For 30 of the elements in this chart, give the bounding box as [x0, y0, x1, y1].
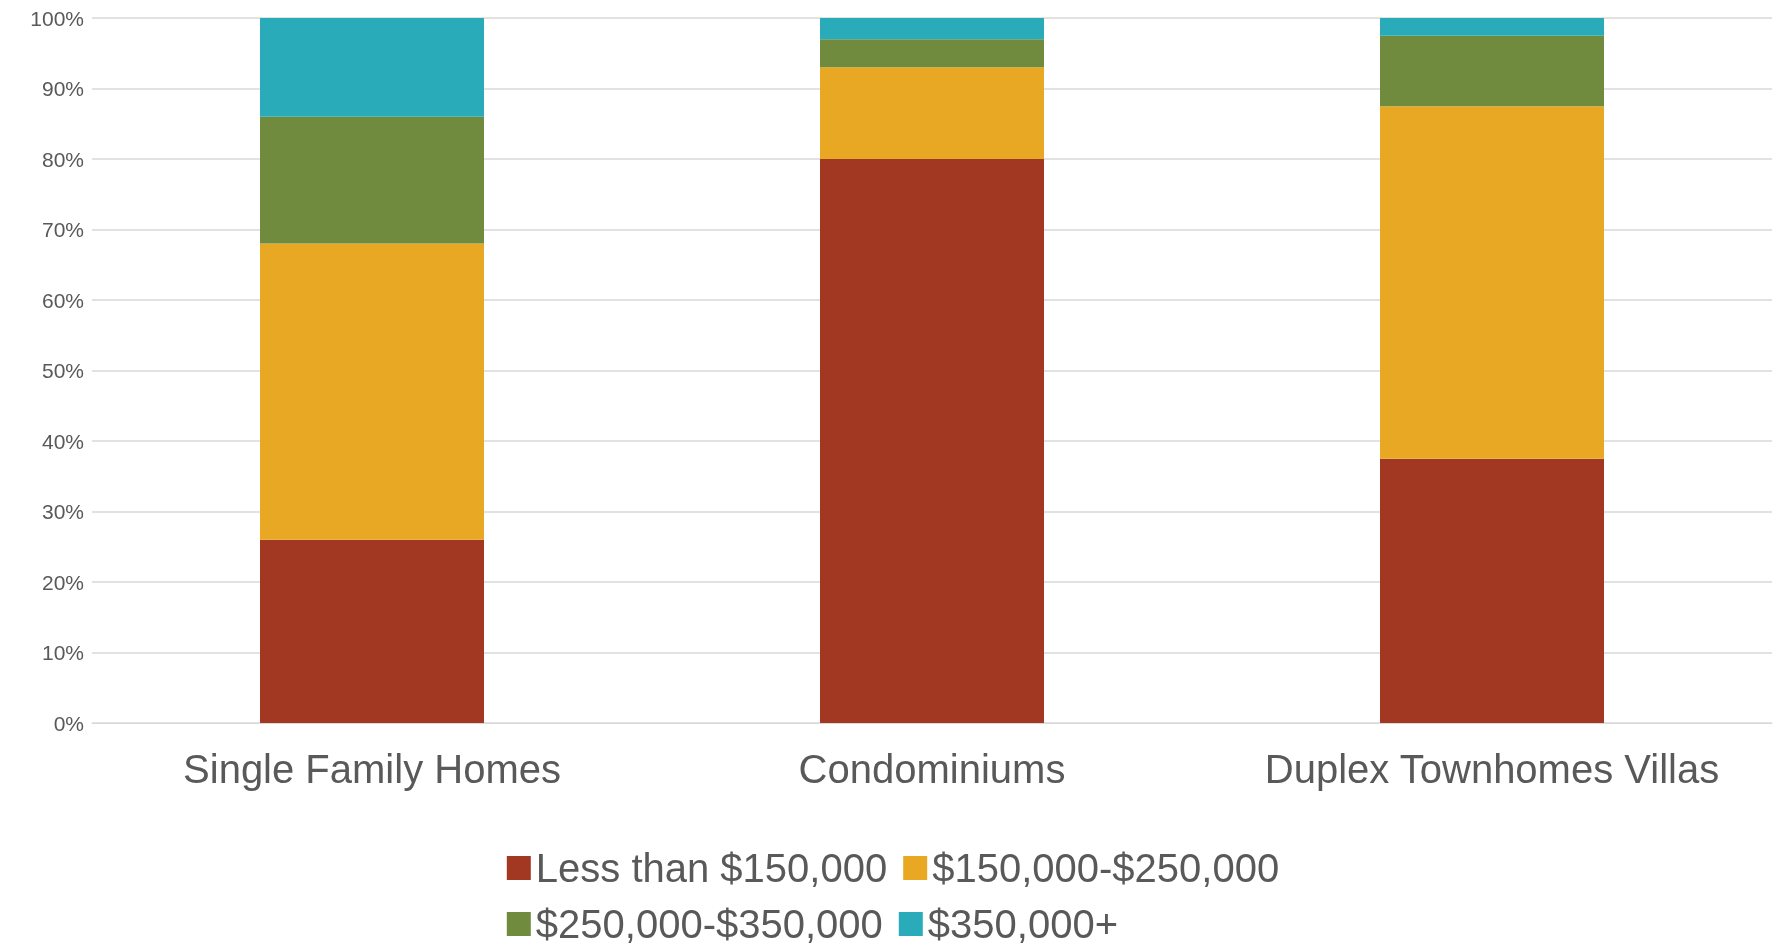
- x-tick-label: Single Family Homes: [183, 747, 561, 791]
- bar: [820, 67, 1044, 159]
- y-tick-label: 100%: [30, 6, 84, 30]
- y-tick-label: 50%: [41, 359, 84, 382]
- bar: [1380, 458, 1604, 723]
- x-tick-label: Condominiums: [798, 747, 1066, 791]
- bar: [1380, 18, 1604, 36]
- bar: [820, 159, 1044, 723]
- y-tick-label: 0%: [53, 711, 84, 735]
- bar: [820, 18, 1044, 40]
- y-tick-label: 30%: [41, 500, 84, 523]
- y-tick-label: 80%: [41, 147, 84, 171]
- bar: [260, 243, 484, 540]
- y-tick-label: 20%: [41, 570, 84, 594]
- legend-label: Less than $150,000: [535, 846, 888, 890]
- legend-label: $350,000+: [927, 902, 1118, 946]
- bar: [1380, 35, 1604, 107]
- y-tick-label: 60%: [41, 288, 84, 312]
- bar: [260, 116, 484, 244]
- y-tick-label: 90%: [41, 77, 84, 100]
- y-tick-label: 10%: [41, 641, 84, 664]
- bar: [820, 39, 1044, 68]
- y-tick-label: 70%: [41, 218, 84, 241]
- legend-label: $250,000-$350,000: [535, 902, 883, 946]
- x-tick-label: Duplex Townhomes Villas: [1264, 747, 1720, 791]
- legend-label: $150,000-$250,000: [932, 846, 1280, 890]
- y-tick-label: 40%: [41, 429, 84, 453]
- bar: [260, 539, 484, 723]
- bar: [1380, 106, 1604, 459]
- bar: [260, 18, 484, 117]
